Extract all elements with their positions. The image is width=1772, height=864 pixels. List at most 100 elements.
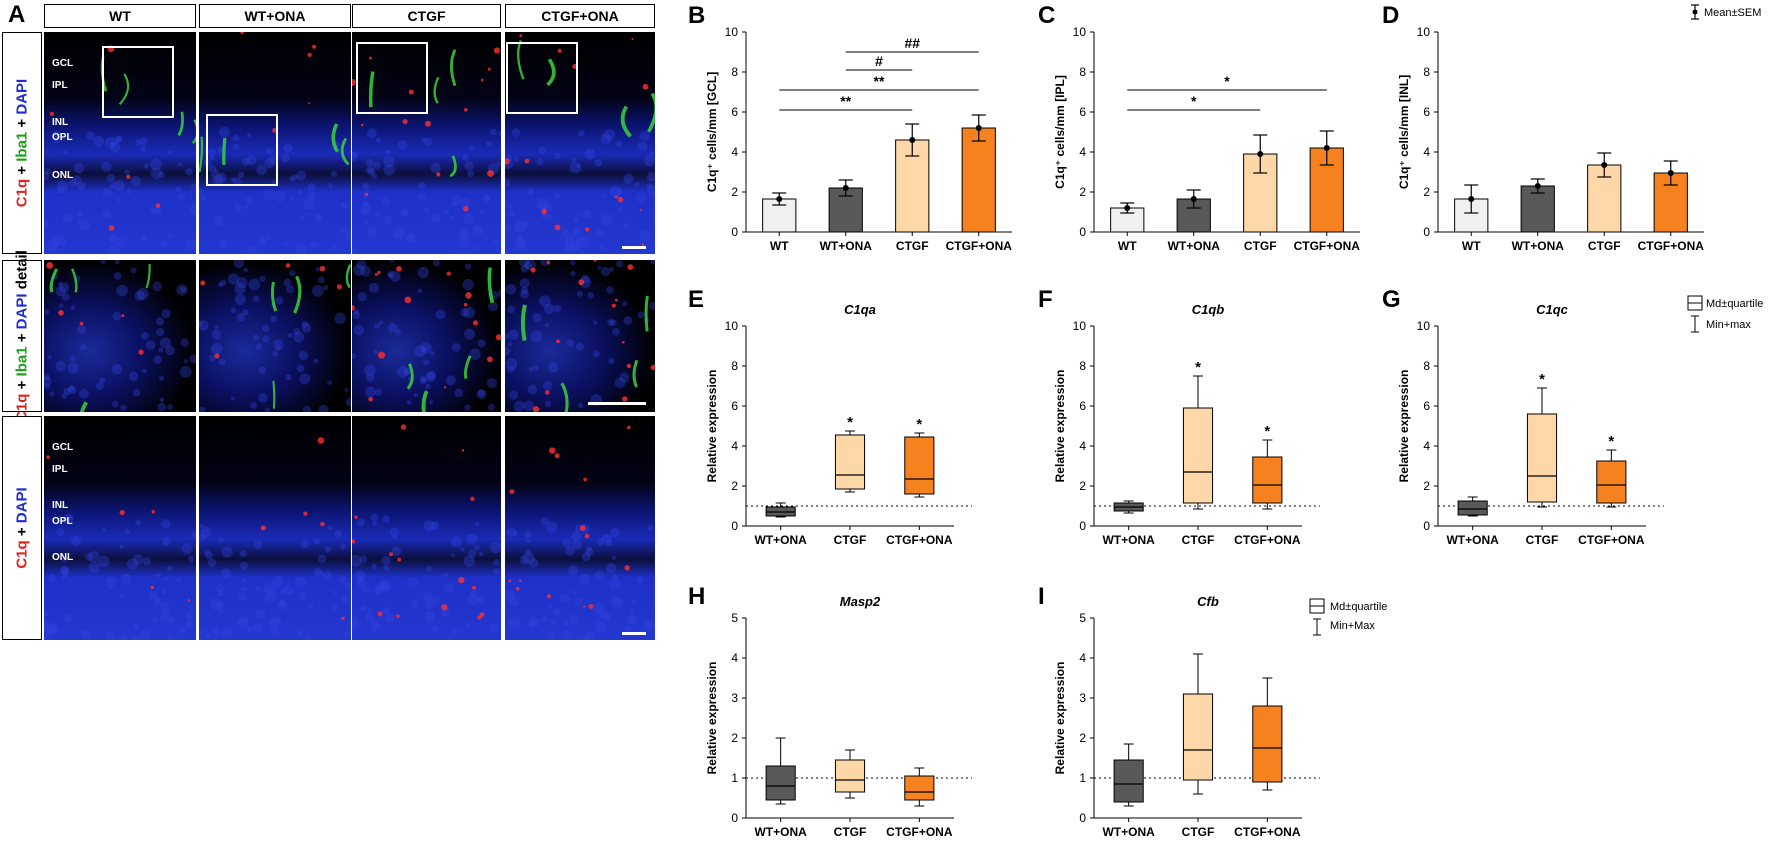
c1q-speck bbox=[396, 266, 402, 272]
nucleus-speck bbox=[466, 533, 478, 545]
nucleus-speck bbox=[282, 584, 294, 596]
x-tick-label: CTGF bbox=[1588, 239, 1621, 253]
nucleus-speck bbox=[395, 328, 401, 335]
nucleus-speck bbox=[211, 329, 222, 340]
microglia-process bbox=[368, 71, 375, 108]
nucleus-speck bbox=[319, 571, 325, 576]
c1q-speck bbox=[546, 594, 552, 599]
nucleus-speck bbox=[454, 388, 463, 398]
nucleus-speck bbox=[417, 266, 429, 279]
nucleus-speck bbox=[234, 282, 246, 295]
nucleus-speck bbox=[493, 558, 501, 566]
y-tick-label: 0 bbox=[1423, 225, 1430, 239]
c1q-speck bbox=[519, 579, 522, 582]
x-tick-label: CTGF+ONA bbox=[1638, 239, 1705, 253]
nucleus-speck bbox=[344, 631, 350, 637]
nucleus-speck bbox=[381, 555, 391, 565]
nucleus-speck bbox=[115, 135, 123, 142]
nucleus-speck bbox=[365, 386, 376, 398]
micrograph-texture bbox=[44, 455, 196, 640]
nucleus-speck bbox=[243, 267, 249, 273]
nucleus-speck bbox=[507, 305, 516, 314]
nucleus-speck bbox=[88, 551, 100, 563]
nucleus-speck bbox=[303, 197, 315, 210]
nucleus-speck bbox=[443, 582, 454, 594]
nucleus-speck bbox=[359, 555, 368, 564]
nucleus-speck bbox=[391, 546, 402, 557]
nucleus-speck bbox=[505, 226, 510, 231]
nucleus-speck bbox=[569, 260, 576, 266]
nucleus-speck bbox=[136, 288, 149, 300]
nucleus-speck bbox=[246, 155, 257, 166]
microglia-process bbox=[647, 92, 655, 133]
nucleus-speck bbox=[160, 610, 170, 621]
micrograph-texture bbox=[352, 424, 501, 635]
nucleus-speck bbox=[221, 546, 233, 558]
microglia-process bbox=[433, 76, 440, 104]
nucleus-speck bbox=[313, 567, 323, 577]
microglia-process bbox=[272, 380, 276, 409]
mean-point bbox=[1323, 145, 1330, 151]
c1q-speck bbox=[461, 449, 465, 452]
nucleus-speck bbox=[165, 345, 175, 356]
nucleus-speck bbox=[575, 163, 581, 169]
microglia-process bbox=[199, 136, 204, 173]
nucleus-speck bbox=[361, 585, 370, 594]
y-tick-label: 10 bbox=[1073, 319, 1087, 333]
nucleus-speck bbox=[163, 576, 169, 581]
c1q-speck bbox=[472, 320, 479, 326]
nucleus-speck bbox=[124, 169, 130, 175]
nucleus-speck bbox=[383, 564, 390, 572]
nucleus-speck bbox=[307, 603, 314, 610]
y-tick-label: 0 bbox=[1079, 225, 1086, 239]
panel-letter-g: G bbox=[1382, 286, 1401, 313]
nucleus-speck bbox=[272, 350, 279, 357]
nucleus-speck bbox=[56, 180, 69, 192]
nucleus-speck bbox=[52, 130, 61, 139]
nucleus-speck bbox=[548, 361, 559, 373]
nucleus-speck bbox=[44, 632, 52, 640]
y-tick-label: 1 bbox=[731, 771, 738, 785]
nucleus-speck bbox=[468, 145, 474, 151]
nucleus-speck bbox=[178, 192, 186, 201]
nucleus-speck bbox=[44, 167, 52, 175]
nucleus-speck bbox=[324, 546, 332, 553]
c1q-speck bbox=[352, 305, 355, 311]
c1q-speck bbox=[631, 37, 634, 40]
nucleus-speck bbox=[509, 210, 515, 217]
nucleus-speck bbox=[250, 402, 258, 410]
nucleus-speck bbox=[199, 629, 203, 636]
nucleus-speck bbox=[264, 591, 276, 604]
micrograph-tile bbox=[199, 416, 351, 640]
nucleus-speck bbox=[340, 543, 346, 550]
nucleus-speck bbox=[449, 215, 454, 220]
nucleus-speck bbox=[587, 292, 594, 299]
nucleus-speck bbox=[458, 228, 469, 239]
nucleus-speck bbox=[367, 226, 377, 237]
nucleus-speck bbox=[528, 558, 539, 568]
y-tick-label: 6 bbox=[1423, 399, 1430, 413]
nucleus-speck bbox=[424, 611, 436, 622]
y-tick-label: 5 bbox=[1079, 611, 1086, 625]
nucleus-speck bbox=[519, 278, 530, 289]
nucleus-speck bbox=[340, 202, 346, 208]
nucleus-speck bbox=[345, 398, 351, 407]
nucleus-speck bbox=[241, 157, 251, 166]
nucleus-speck bbox=[389, 260, 395, 263]
nucleus-speck bbox=[70, 535, 82, 546]
nucleus-speck bbox=[523, 400, 535, 412]
nucleus-speck bbox=[124, 528, 131, 535]
nucleus-speck bbox=[574, 524, 583, 532]
nucleus-speck bbox=[126, 558, 139, 570]
nucleus-speck bbox=[112, 311, 122, 321]
c1q-speck bbox=[519, 34, 523, 37]
nucleus-speck bbox=[559, 593, 570, 604]
nucleus-speck bbox=[406, 577, 418, 589]
nucleus-speck bbox=[161, 309, 171, 319]
c1q-speck bbox=[495, 334, 501, 341]
nucleus-speck bbox=[541, 213, 547, 219]
nucleus-speck bbox=[617, 206, 624, 213]
nucleus-speck bbox=[252, 295, 260, 303]
bar bbox=[1520, 185, 1555, 233]
row-label-part: Iba1 bbox=[13, 346, 31, 377]
